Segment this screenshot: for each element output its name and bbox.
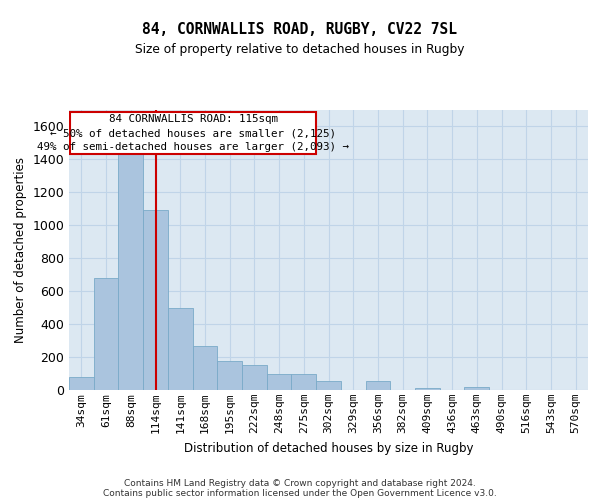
Bar [94,278,118,390]
Bar [365,381,390,390]
Bar [267,374,292,390]
Bar [242,366,267,390]
Bar [193,346,217,390]
Bar [70,112,316,154]
Bar [316,381,341,390]
Bar [118,144,143,390]
Bar [217,361,242,390]
Bar [292,374,316,390]
Bar [464,386,489,390]
Y-axis label: Number of detached properties: Number of detached properties [14,157,27,343]
Text: 84, CORNWALLIS ROAD, RUGBY, CV22 7SL: 84, CORNWALLIS ROAD, RUGBY, CV22 7SL [143,22,458,38]
Text: 84 CORNWALLIS ROAD: 115sqm
← 50% of detached houses are smaller (2,125)
49% of s: 84 CORNWALLIS ROAD: 115sqm ← 50% of deta… [37,114,349,152]
Bar [168,308,193,390]
Bar [69,377,94,390]
X-axis label: Distribution of detached houses by size in Rugby: Distribution of detached houses by size … [184,442,473,454]
Text: Contains HM Land Registry data © Crown copyright and database right 2024.: Contains HM Land Registry data © Crown c… [124,478,476,488]
Text: Contains public sector information licensed under the Open Government Licence v3: Contains public sector information licen… [103,488,497,498]
Bar [415,388,440,390]
Text: Size of property relative to detached houses in Rugby: Size of property relative to detached ho… [135,42,465,56]
Bar [143,210,168,390]
